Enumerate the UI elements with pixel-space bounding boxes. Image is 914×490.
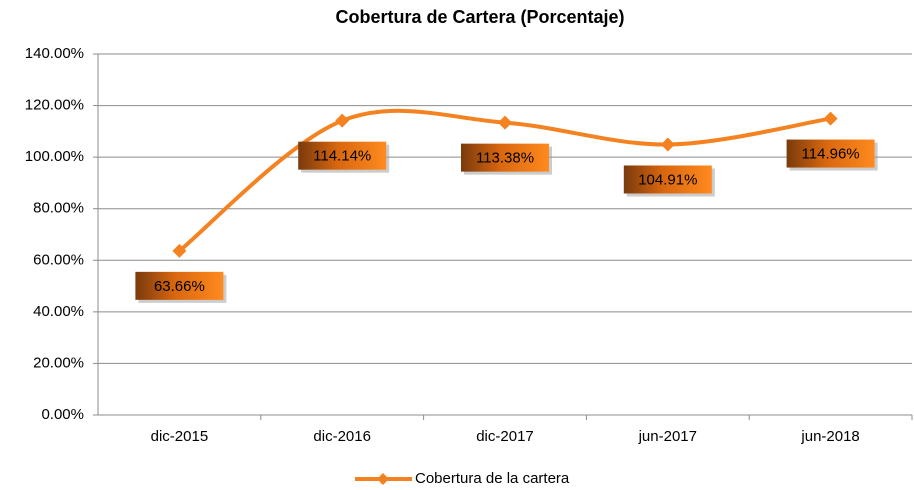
y-tick-label: 60.00% [33,251,84,268]
label-box [298,141,387,170]
line [178,108,831,253]
y-tick-label: 20.00% [33,354,84,371]
x-tick-label: jun-2018 [800,428,859,445]
marker [335,113,350,128]
data-label: 114.96% [802,146,860,163]
legend-label: Cobertura de la cartera [415,470,570,487]
marker [823,111,838,126]
data-label: 113.38% [476,150,534,167]
marker [498,115,512,130]
y-tick-label: 0.00% [41,406,84,423]
chart-title: Cobertura de Cartera (Porcentaje) [335,7,624,27]
x-tick-label: dic-2017 [476,428,534,445]
data-label: 104.91% [638,171,697,188]
y-tick-label: 100.00% [25,148,84,165]
legend-marker [377,473,389,485]
data-label: 114.14% [313,148,371,165]
x-tick-label: dic-2016 [313,428,371,445]
y-tick-label: 40.00% [33,303,84,320]
label-box [786,139,875,168]
x-tick-label: jun-2017 [638,428,697,445]
label-box [623,165,712,194]
y-tick-label: 120.00% [25,97,84,114]
x-tick-label: dic-2015 [151,428,209,445]
label-box [135,271,224,300]
marker [660,137,675,152]
y-tick-label: 140.00% [25,45,84,62]
label-box [461,143,549,172]
marker [172,243,187,258]
data-label: 63.66% [154,278,205,295]
y-tick-label: 80.00% [33,200,84,217]
